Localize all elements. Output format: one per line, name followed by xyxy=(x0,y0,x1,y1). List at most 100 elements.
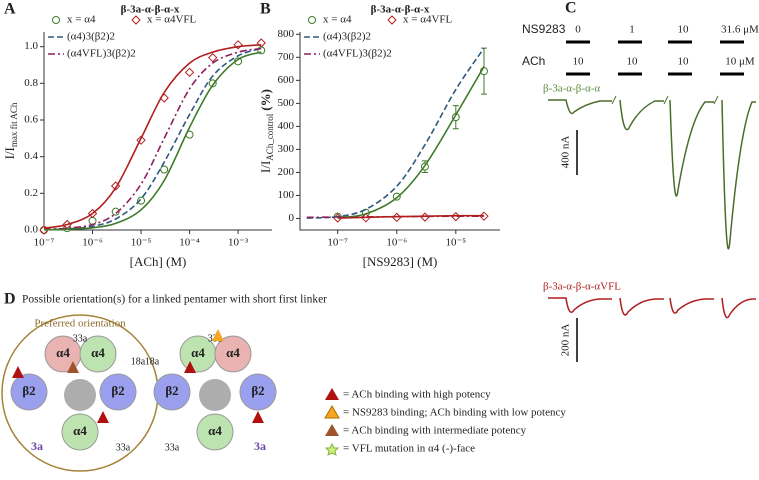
legend-label: (α4)3(β2)2 xyxy=(323,31,371,43)
legend-icons xyxy=(324,388,340,456)
subunit-label: α4 xyxy=(91,345,105,360)
fit-line xyxy=(337,214,484,219)
binding-site xyxy=(12,366,24,378)
binding-site xyxy=(184,361,196,373)
y-axis-label: I/IACh_control (%) xyxy=(258,89,275,173)
binding-site xyxy=(212,329,224,341)
subunit xyxy=(79,335,117,373)
legend-label: x = α4VFL xyxy=(147,14,197,26)
data-point xyxy=(160,165,169,174)
ach-conc: 10 xyxy=(678,56,690,68)
binding-site xyxy=(97,411,109,423)
ns-label: NS9283 xyxy=(522,22,566,36)
y-tick-label: 0.6 xyxy=(24,114,38,126)
subunit xyxy=(214,335,252,373)
ach-conc: 10 xyxy=(573,56,585,68)
current-trace xyxy=(548,99,756,250)
y-axis-label-part: ACh_control xyxy=(265,113,275,160)
fit-line xyxy=(43,44,262,229)
subunit-label: β2 xyxy=(251,383,264,398)
legend-label: x = α4VFL xyxy=(403,14,453,26)
data-point xyxy=(208,52,218,63)
application-bars xyxy=(566,40,744,76)
pore xyxy=(199,379,231,411)
x-tick-label: 10⁻⁵ xyxy=(445,237,466,249)
y-tick-label: 0 xyxy=(289,212,295,224)
data-point xyxy=(137,196,146,205)
ach-label: ACh xyxy=(522,54,545,68)
legend-label: (α4VFL)3(β2)2 xyxy=(323,48,392,60)
panel-label: D xyxy=(4,291,16,308)
trace-breaks xyxy=(611,95,719,105)
linker-label: 18a xyxy=(131,356,146,367)
binding-site xyxy=(252,411,264,423)
chart-title: β-3a-α-β-α-x xyxy=(121,4,180,16)
x-axis-label: [ACh] (M) xyxy=(130,254,187,269)
scale-label: 200 nA xyxy=(560,324,572,357)
y-tick-label: 400 xyxy=(278,120,295,132)
fit-line xyxy=(43,47,262,231)
panel-label: B xyxy=(260,1,271,18)
ns-conc: 1 xyxy=(629,24,635,36)
panel-title: Possible orientation(s) for a linked pen… xyxy=(22,294,327,306)
subunit xyxy=(239,373,277,411)
y-tick-label: 600 xyxy=(278,74,295,86)
y-tick-label: 300 xyxy=(278,143,295,155)
y-tick-label: 700 xyxy=(278,51,295,63)
ns-conc: 10 xyxy=(678,24,690,36)
y-tick-label: 0.4 xyxy=(24,150,38,162)
fit-line xyxy=(306,47,485,219)
x-tick-label: 10⁻⁵ xyxy=(131,237,152,249)
linker-label: 18a xyxy=(145,356,160,367)
subunit-label: α4 xyxy=(208,423,222,438)
y-axis-label-part: I/I xyxy=(2,147,17,159)
panel-label: A xyxy=(4,1,16,18)
legend-swatch xyxy=(387,15,397,25)
x-tick-label: 10⁻⁷ xyxy=(34,237,55,249)
trace-label: β-3a-α-β-α-αVFL xyxy=(543,281,621,293)
legend-text: = VFL mutation in α4 (-)-face xyxy=(343,443,475,455)
subunit-label: β2 xyxy=(111,383,124,398)
current-trace xyxy=(548,297,756,319)
legend-swatch xyxy=(52,16,60,24)
subunit-label: α4 xyxy=(73,423,87,438)
fit-line xyxy=(337,66,485,219)
subunit-label: β2 xyxy=(22,383,35,398)
data-point xyxy=(111,207,120,216)
y-tick-label: 0.8 xyxy=(24,77,38,89)
y-tick-label: 0.2 xyxy=(24,187,38,199)
x-tick-label: 10⁻⁴ xyxy=(179,237,200,249)
subunit-label: α4 xyxy=(191,345,205,360)
legend-label: (α4)3(β2)2 xyxy=(67,31,115,43)
y-tick-label: 0.0 xyxy=(24,224,38,236)
linker-label: 33a xyxy=(73,333,88,344)
ns-conc: 31.6 μM xyxy=(721,24,759,36)
x-axis-label: [NS9283] (M) xyxy=(363,254,438,269)
subunit xyxy=(153,373,191,411)
y-tick-label: 100 xyxy=(278,189,295,201)
fit-line xyxy=(43,51,262,231)
binding-site xyxy=(67,361,79,373)
panel-label: C xyxy=(565,0,577,17)
ach-conc: 10 xyxy=(627,56,639,68)
y-tick-label: 200 xyxy=(278,166,295,178)
y-tick-label: 500 xyxy=(278,97,295,109)
linker-label: 3a xyxy=(31,439,43,453)
trace-label: β-3a-α-β-α-α xyxy=(543,83,600,95)
legend-text: = ACh binding with high potency xyxy=(343,389,491,401)
preferred-label: Preferred orientation xyxy=(34,318,126,330)
y-axis-label: I/Imax fit ACh xyxy=(2,102,19,159)
legend-swatch xyxy=(308,16,316,24)
legend-text: = NS9283 binding; ACh binding with low p… xyxy=(343,407,566,419)
x-tick-label: 10⁻⁷ xyxy=(327,237,348,249)
data-point xyxy=(184,67,195,78)
ns-conc: 0 xyxy=(575,24,581,36)
subunit xyxy=(99,373,137,411)
subunit-label: α4 xyxy=(226,345,240,360)
legend-label: x = α4 xyxy=(67,14,96,26)
ach-conc: 10 μM xyxy=(725,56,755,68)
y-axis-label-part: max fit ACh xyxy=(9,102,19,147)
x-tick-label: 10⁻⁶ xyxy=(386,237,407,249)
linker-label: 3a xyxy=(254,439,266,453)
